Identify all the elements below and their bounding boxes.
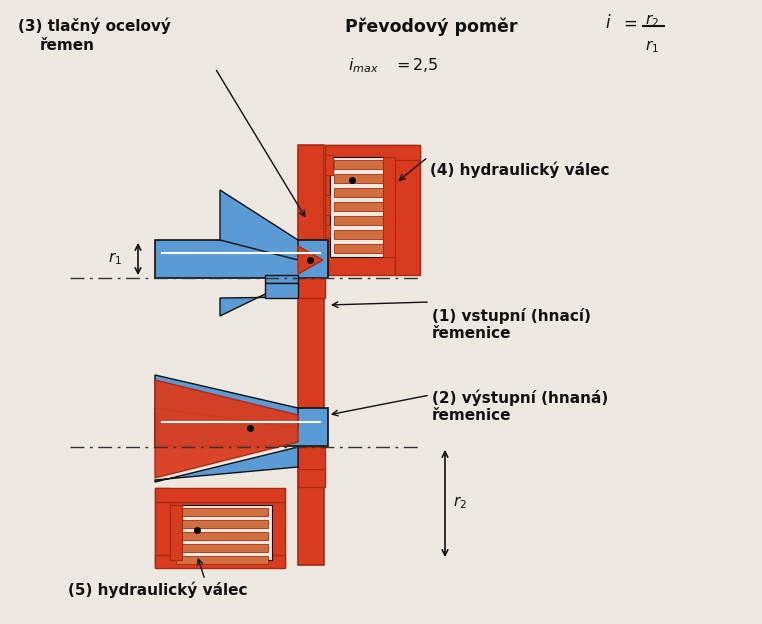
- Text: řemen: řemen: [40, 38, 95, 53]
- Text: (1) vstupní (hnací): (1) vstupní (hnací): [432, 308, 591, 324]
- Polygon shape: [155, 380, 298, 478]
- Text: (3) tlačný ocelový: (3) tlačný ocelový: [18, 18, 171, 34]
- Bar: [265, 283, 298, 298]
- Bar: [155, 408, 328, 446]
- Bar: [298, 145, 324, 565]
- Bar: [155, 240, 328, 278]
- Bar: [298, 447, 325, 469]
- Polygon shape: [220, 278, 298, 316]
- Bar: [176, 532, 268, 540]
- Bar: [155, 488, 285, 502]
- Text: (5) hydraulický válec: (5) hydraulický válec: [68, 582, 248, 598]
- Bar: [298, 467, 325, 487]
- Bar: [155, 488, 170, 563]
- Bar: [330, 157, 390, 257]
- Bar: [325, 155, 333, 175]
- Bar: [172, 505, 272, 560]
- Text: řemenice: řemenice: [432, 408, 511, 423]
- Text: $= 2{,}5$: $= 2{,}5$: [393, 56, 439, 74]
- Bar: [334, 188, 386, 197]
- Bar: [334, 202, 386, 211]
- Text: $r_1$: $r_1$: [645, 38, 659, 55]
- Bar: [334, 216, 386, 225]
- Bar: [325, 145, 395, 275]
- Bar: [395, 145, 420, 275]
- Bar: [334, 230, 386, 239]
- Polygon shape: [155, 447, 298, 482]
- Bar: [265, 275, 298, 283]
- Text: $i$: $i$: [605, 14, 612, 32]
- Bar: [155, 502, 285, 567]
- Bar: [325, 195, 330, 215]
- Bar: [334, 174, 386, 183]
- Text: $r_2$: $r_2$: [645, 12, 659, 29]
- Bar: [155, 555, 285, 568]
- Bar: [334, 160, 386, 169]
- Text: $r_1$: $r_1$: [108, 251, 122, 267]
- Text: $r_2$: $r_2$: [453, 495, 467, 511]
- Bar: [170, 505, 182, 560]
- Bar: [176, 544, 268, 552]
- Polygon shape: [155, 375, 298, 428]
- Text: Převodový poměr: Převodový poměr: [345, 18, 517, 36]
- Polygon shape: [220, 190, 298, 260]
- Text: (4) hydraulický válec: (4) hydraulický válec: [430, 162, 610, 178]
- Bar: [298, 278, 325, 298]
- Polygon shape: [298, 246, 323, 274]
- Text: $i_{max}$: $i_{max}$: [348, 56, 379, 75]
- Text: (2) výstupní (hnaná): (2) výstupní (hnaná): [432, 390, 608, 406]
- Bar: [176, 520, 268, 528]
- Bar: [334, 244, 386, 253]
- Text: $=$: $=$: [620, 14, 637, 32]
- Bar: [176, 508, 268, 516]
- Bar: [383, 157, 395, 257]
- Bar: [176, 556, 268, 564]
- Bar: [325, 225, 330, 237]
- Bar: [325, 145, 420, 160]
- Text: řemenice: řemenice: [432, 326, 511, 341]
